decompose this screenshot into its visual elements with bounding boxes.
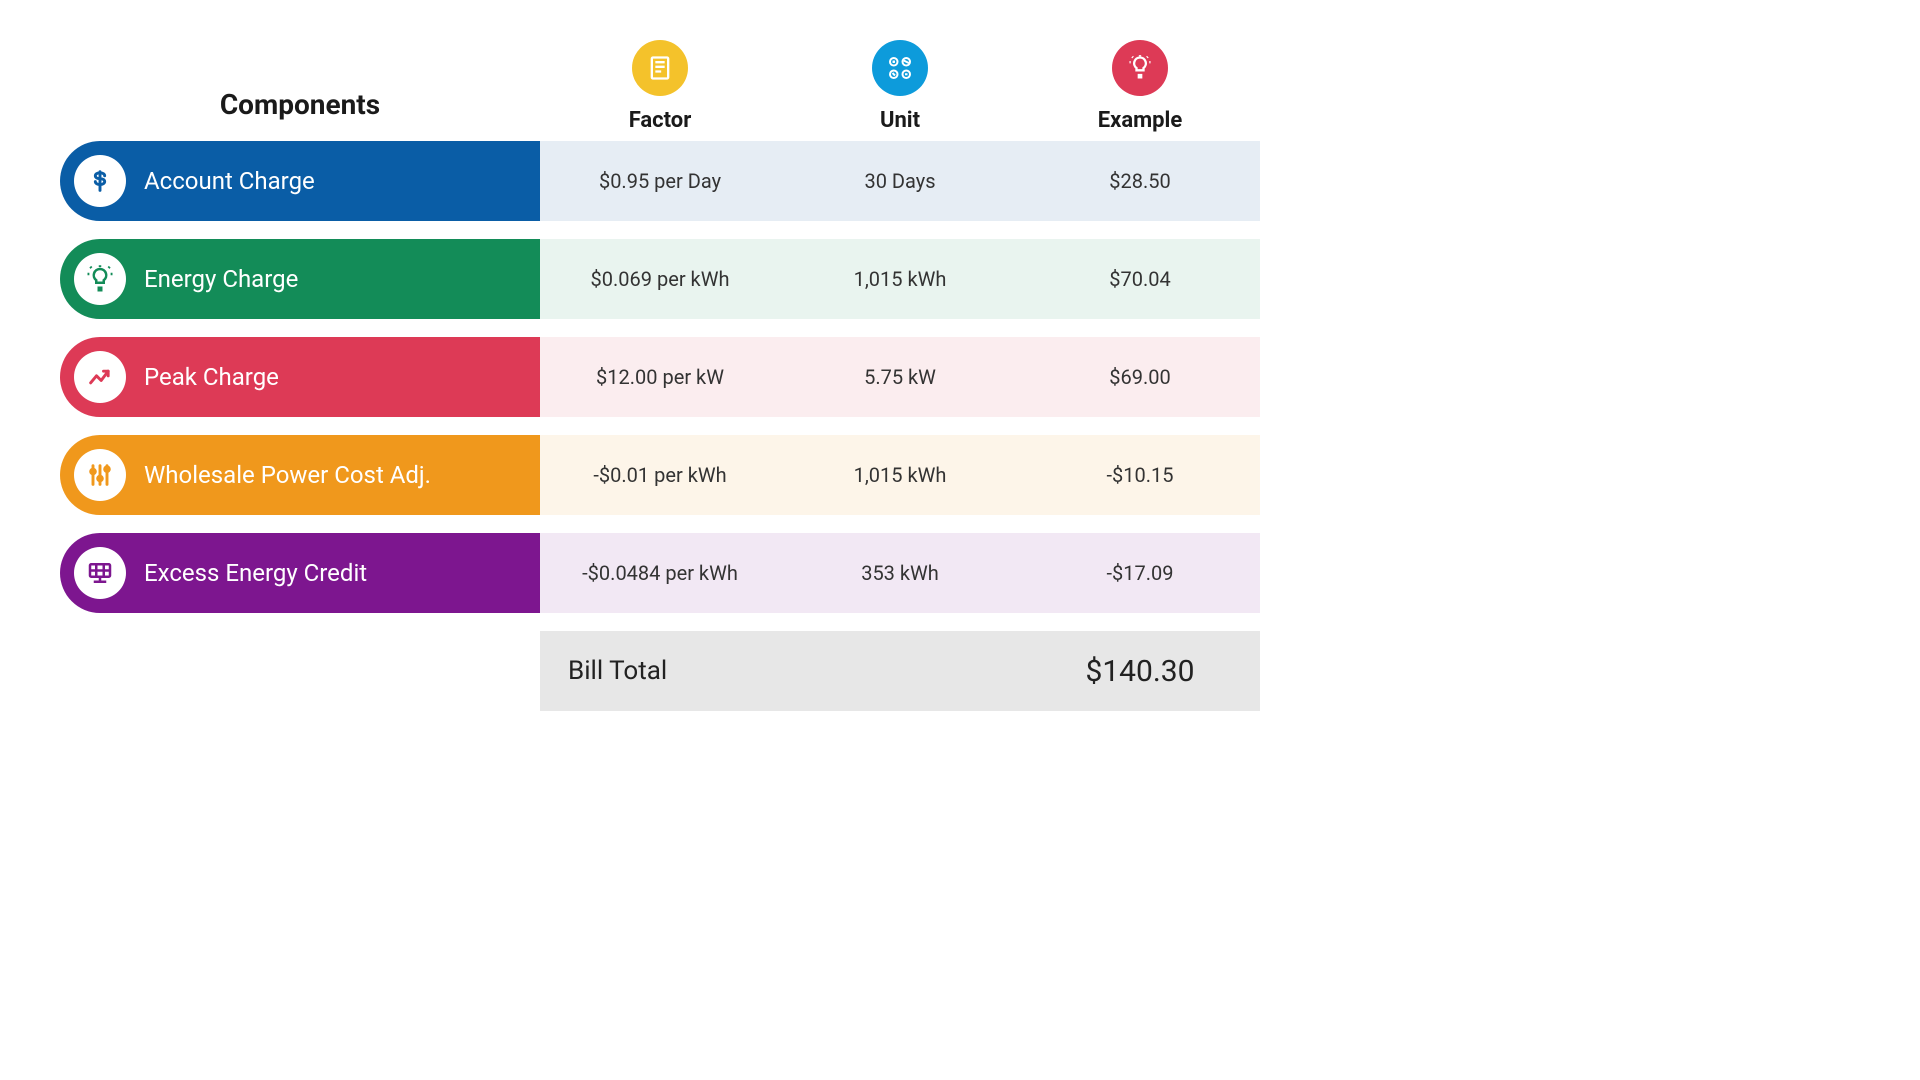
lightbulb-icon [74,253,126,305]
cell-example: $70.04 [1020,239,1260,319]
component-label: Excess Energy Credit [144,559,367,587]
cell-example: -$10.15 [1020,435,1260,515]
rows-container: Account Charge $0.95 per Day30 Days$28.50… [60,141,1396,613]
solar-icon [74,547,126,599]
header-label-example: Example [1098,108,1182,133]
cell-example: $69.00 [1020,337,1260,417]
header-label-factor: Factor [629,108,692,133]
cell-unit: 353 kWh [780,533,1020,613]
dollar-icon [74,155,126,207]
table-row: Account Charge $0.95 per Day30 Days$28.50 [60,141,1396,221]
cell-example: -$17.09 [1020,533,1260,613]
component-pill: Account Charge [60,141,540,221]
header-col-example: Example [1020,40,1260,133]
total-label: Bill Total [540,656,780,686]
cell-factor: $12.00 per kW [540,337,780,417]
table-row: Wholesale Power Cost Adj. -$0.01 per kWh1… [60,435,1396,515]
component-pill: Energy Charge [60,239,540,319]
header-components: Components [60,88,540,133]
cell-unit: 30 Days [780,141,1020,221]
component-label: Peak Charge [144,363,279,391]
lightbulb-icon [1112,40,1168,96]
component-label: Wholesale Power Cost Adj. [144,461,431,489]
component-label: Energy Charge [144,265,298,293]
total-box: Bill Total $140.30 [540,631,1260,711]
cell-factor: $0.069 per kWh [540,239,780,319]
cell-unit: 5.75 kW [780,337,1020,417]
cell-unit: 1,015 kWh [780,435,1020,515]
component-label: Account Charge [144,167,315,195]
total-row: Bill Total $140.30 [60,631,1396,711]
sliders-icon [74,449,126,501]
header-col-factor: Factor [540,40,780,133]
header-col-unit: Unit [780,40,1020,133]
table-row: Energy Charge $0.069 per kWh1,015 kWh$70.… [60,239,1396,319]
cell-factor: $0.95 per Day [540,141,780,221]
cell-factor: -$0.01 per kWh [540,435,780,515]
analytics-icon [872,40,928,96]
document-icon [632,40,688,96]
trend-icon [74,351,126,403]
component-pill: Peak Charge [60,337,540,417]
component-pill: Excess Energy Credit [60,533,540,613]
cell-example: $28.50 [1020,141,1260,221]
table-row: Peak Charge $12.00 per kW5.75 kW$69.00 [60,337,1396,417]
table-row: Excess Energy Credit -$0.0484 per kWh353 … [60,533,1396,613]
component-pill: Wholesale Power Cost Adj. [60,435,540,515]
bill-components-table: Components Factor Unit Example Account C… [60,40,1396,711]
cell-unit: 1,015 kWh [780,239,1020,319]
header-row: Components Factor Unit Example [60,40,1396,133]
total-value: $140.30 [1020,654,1260,689]
header-label-unit: Unit [880,108,920,133]
cell-factor: -$0.0484 per kWh [540,533,780,613]
